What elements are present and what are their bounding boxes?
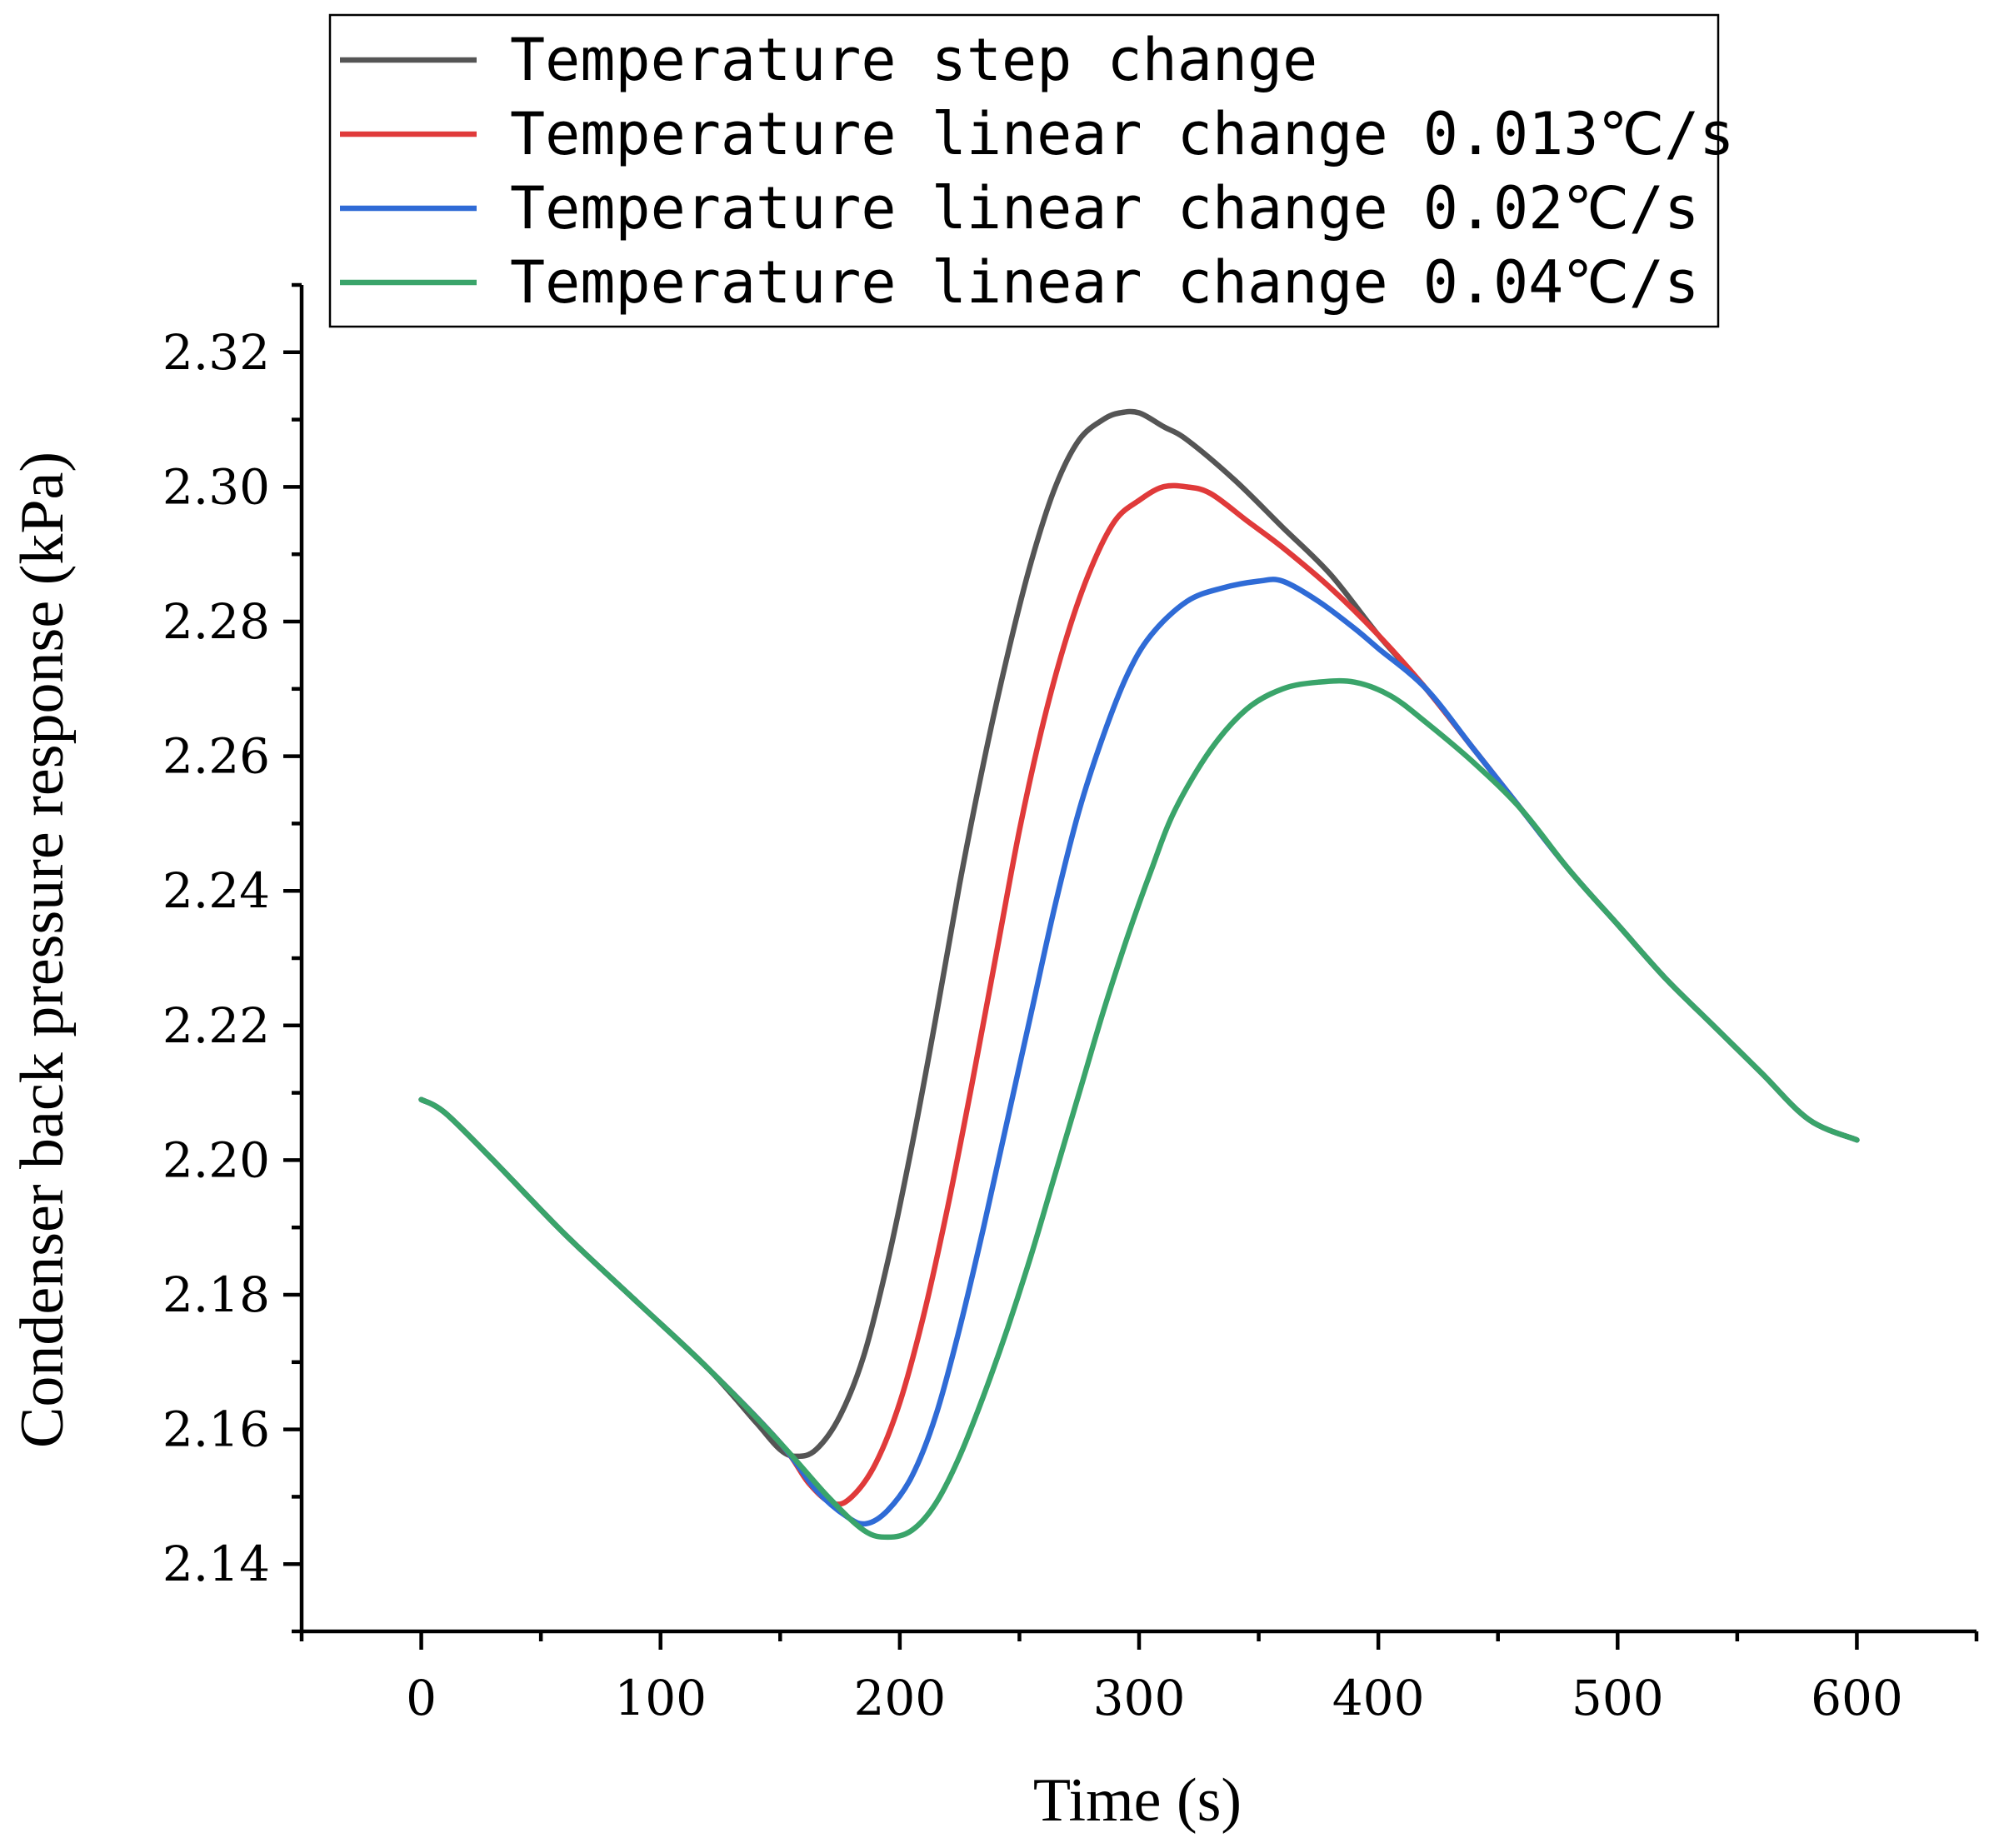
y-tick-label: 2.24: [162, 862, 270, 919]
y-tick-label: 2.28: [162, 593, 270, 650]
y-tick-label: 2.20: [162, 1131, 270, 1188]
x-tick-label: 400: [1332, 1670, 1425, 1726]
y-tick-label: 2.30: [162, 458, 270, 515]
y-tick-label: 2.22: [162, 997, 270, 1054]
y-tick-label: 2.32: [162, 324, 270, 381]
x-tick-label: 0: [406, 1670, 437, 1726]
y-tick-label: 2.16: [162, 1401, 270, 1458]
axes: [299, 285, 1977, 1634]
x-tick-label: 300: [1093, 1670, 1186, 1726]
legend-label-3: Temperature linear change 0.02℃/s: [510, 174, 1699, 242]
legend-box: [328, 13, 1720, 328]
y-tick-label: 2.18: [162, 1266, 270, 1323]
x-tick-label: 600: [1811, 1670, 1903, 1726]
y-tick-label: 2.26: [162, 728, 270, 785]
x-tick-label: 200: [853, 1670, 946, 1726]
y-tick-label: 2.14: [162, 1536, 270, 1592]
legend-label-1: Temperature step change: [510, 26, 1317, 94]
series-line-3: [418, 577, 1860, 1527]
series-line-4: [418, 677, 1860, 1541]
y-ticks: 2.14 2.16 2.18 2.20 2.22 2.24 2.26 2.28 2.30 2.32: [162, 282, 302, 1634]
legend-label-2: Temperature linear change 0.013℃/s: [510, 100, 1734, 168]
x-axis-title: Time (s): [1033, 1766, 1242, 1835]
series-layer: [418, 408, 1860, 1541]
x-tick-label: 100: [614, 1670, 707, 1726]
series-line-2: [418, 482, 1860, 1507]
x-tick-label: 500: [1572, 1670, 1664, 1726]
y-axis-title: Condenser back pressure response (kPa): [8, 452, 77, 1448]
x-ticks: 0 100 200 300 400 500 600: [299, 1631, 1979, 1726]
legend-label-4: Temperature linear change 0.04℃/s: [510, 248, 1699, 317]
